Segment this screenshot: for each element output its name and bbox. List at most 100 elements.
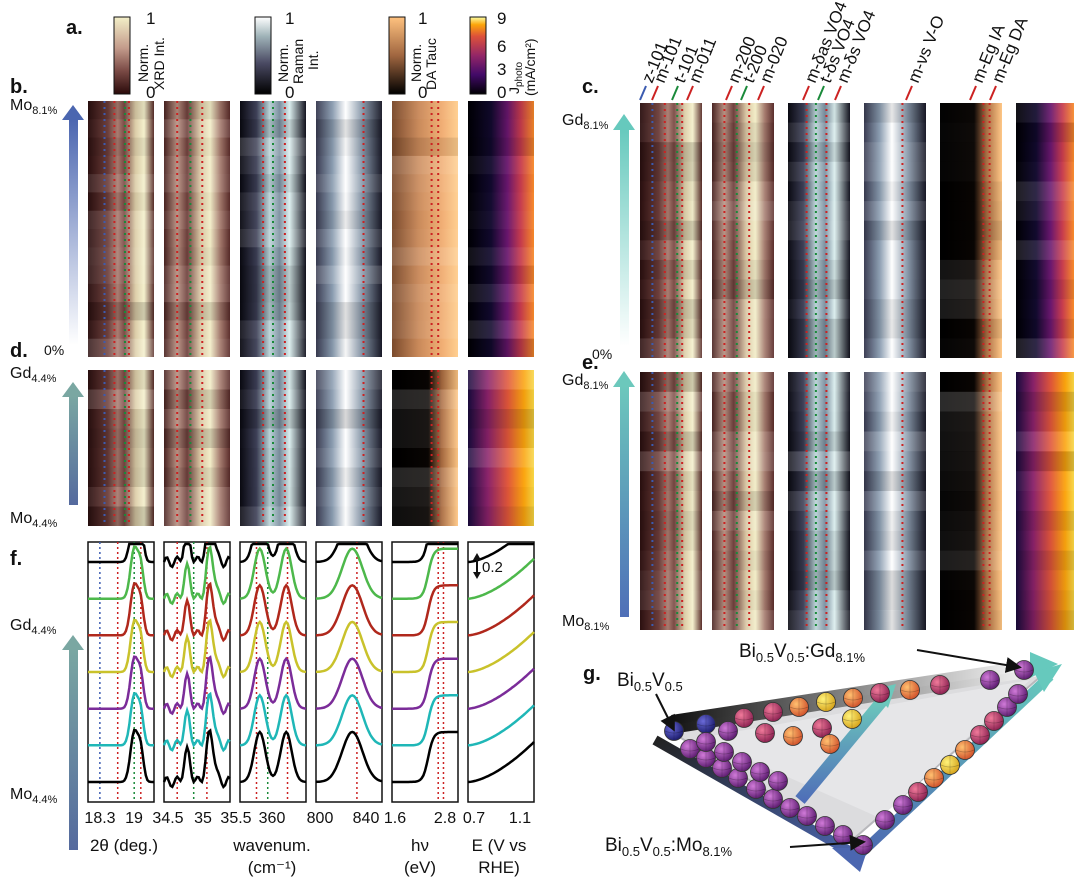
- heatmap-stripe: [712, 372, 774, 392]
- heatmap-row-b-col-1: [88, 101, 154, 357]
- line-plot-5: [391, 541, 459, 803]
- heatmap-stripe: [1016, 299, 1074, 319]
- heatmap-stripe: [1016, 610, 1074, 630]
- heatmap-row-b-col-5: [392, 101, 458, 357]
- spectrum-line: [315, 730, 383, 784]
- heatmap-stripe: [940, 259, 1002, 280]
- svg-text:Jphoto: Jphoto: [506, 62, 525, 94]
- heatmap-stripe: [164, 101, 230, 120]
- heatmap-row-d-col-5: [392, 370, 458, 526]
- line-plot-3: [239, 541, 307, 803]
- heatmap-stripe: [640, 451, 702, 472]
- heatmap-stripe: [712, 142, 774, 162]
- heatmap-stripe: [88, 448, 154, 468]
- heatmap-stripe: [788, 142, 850, 162]
- heatmap-row-c-col-6: [1016, 103, 1074, 358]
- composition-sphere: [696, 714, 716, 734]
- composition-sphere: [696, 732, 716, 752]
- heatmap-stripe: [940, 338, 1002, 358]
- heatmap-stripe: [712, 391, 774, 412]
- composition-sphere: [812, 718, 832, 738]
- spectrum-line: [88, 542, 154, 564]
- heatmap-stripe: [640, 551, 702, 571]
- heatmap-stripe: [392, 467, 458, 487]
- heatmap-stripe: [240, 210, 306, 229]
- heatmap-cell: [712, 372, 774, 630]
- heatmap-stripe: [788, 431, 850, 452]
- heatmap-stripe: [1016, 122, 1074, 143]
- spectrum-line: [88, 692, 154, 747]
- heatmap-cell: [392, 370, 458, 526]
- heatmap-stripe: [864, 491, 926, 511]
- heatmap-stripe: [468, 101, 534, 120]
- heatmap-stripe: [864, 431, 926, 452]
- heatmap-stripe: [640, 259, 702, 280]
- heatmap-stripe: [88, 174, 154, 193]
- spectrum-line: [315, 657, 383, 710]
- heatmap-stripe: [88, 156, 154, 174]
- heatmap-stripe: [316, 487, 382, 507]
- heatmap-stripe: [468, 137, 534, 156]
- heatmap-stripe: [864, 610, 926, 630]
- heatmap-stripe: [788, 392, 850, 412]
- svg-text:m-νs V-O: m-νs V-O: [904, 13, 948, 86]
- heatmap-stripe: [392, 339, 458, 357]
- row-d-bottom-label: Mo4.4%: [10, 510, 58, 530]
- composition-sphere: [763, 702, 783, 722]
- spectrum-line: [392, 657, 458, 710]
- composition-sphere: [680, 739, 700, 759]
- heatmap-row-c-col-5: [940, 103, 1002, 358]
- heatmap-stripe: [1016, 318, 1074, 339]
- spectrum-line: [315, 620, 383, 674]
- spectrum-line: [316, 693, 383, 747]
- heatmap-stripe: [940, 550, 1002, 571]
- axis-title: E (V vs: [472, 836, 527, 855]
- heatmap-row-b-col-6: [468, 101, 534, 357]
- heatmap-stripe: [640, 181, 702, 202]
- heatmap-stripe: [392, 506, 458, 526]
- heatmap-stripe: [712, 590, 774, 610]
- composition-sphere: [768, 771, 788, 791]
- heatmap-row-d-col-2: [164, 370, 230, 526]
- heatmap-stripe: [788, 338, 850, 358]
- heatmap-cell: [316, 101, 382, 357]
- heatmap-stripe: [712, 491, 774, 511]
- heatmap-stripe: [164, 302, 230, 321]
- colorbar-tauc-title-1: Norm.: [408, 44, 424, 82]
- heatmap-cell: [640, 103, 702, 358]
- heatmap-stripe: [864, 280, 926, 300]
- composition-sphere: [763, 789, 783, 809]
- heatmap-stripe: [1016, 372, 1074, 392]
- heatmap-stripe: [640, 570, 702, 591]
- heatmap-stripe: [468, 428, 534, 448]
- heatmap-stripe: [164, 192, 230, 210]
- heatmap-stripe: [392, 389, 458, 409]
- heatmap-stripe: [88, 320, 154, 338]
- heatmap-stripe: [788, 279, 850, 300]
- heatmap-stripe: [640, 142, 702, 162]
- spectrum-line: [162, 618, 231, 680]
- spectrum-line: [162, 728, 231, 790]
- peak-label: m-011: [685, 35, 720, 101]
- heatmap-stripe: [640, 590, 702, 611]
- heatmap-stripe: [316, 119, 382, 138]
- colorbar-tauc-max: 1: [418, 9, 427, 28]
- heatmap-stripe: [712, 103, 774, 123]
- heatmap-stripe: [468, 468, 534, 488]
- heatmap-stripe: [88, 229, 154, 248]
- heatmap-stripe: [788, 161, 850, 182]
- colorbar-xrd-max: 1: [146, 9, 155, 28]
- heatmap-stripe: [864, 181, 926, 202]
- heatmap-stripe: [640, 220, 702, 241]
- heatmap-stripe: [712, 201, 774, 221]
- composition-sphere: [955, 740, 975, 760]
- heatmap-stripe: [392, 229, 458, 247]
- spectrum-line: [88, 545, 154, 600]
- heatmap-stripe: [788, 550, 850, 571]
- spectrum-line: [467, 704, 535, 747]
- heatmap-cell: [1016, 103, 1074, 358]
- heatmap-cell: [640, 372, 702, 630]
- heatmap-stripe: [940, 318, 1002, 339]
- heatmap-stripe: [712, 431, 774, 452]
